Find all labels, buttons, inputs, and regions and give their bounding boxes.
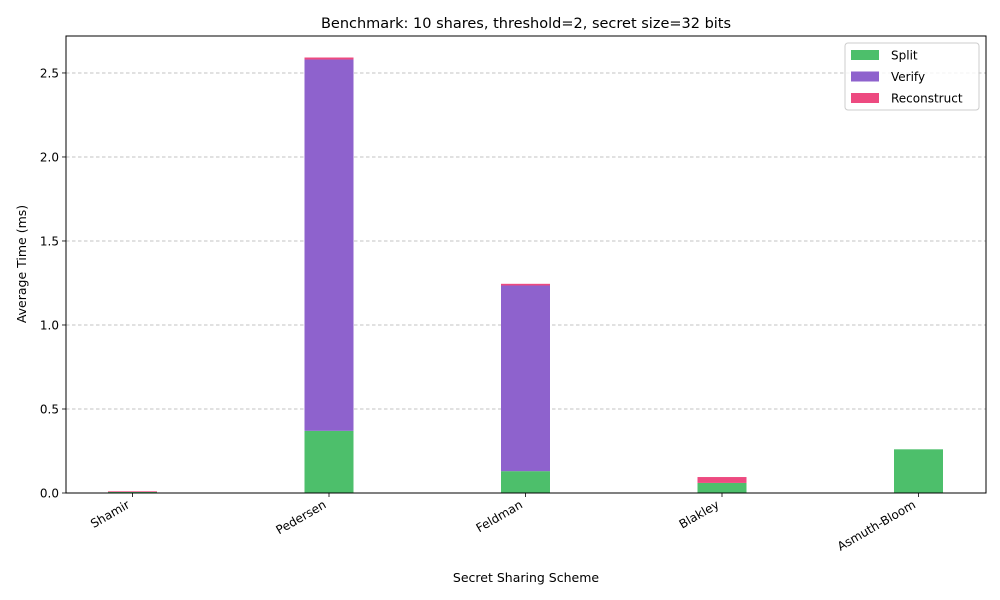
y-tick-label: 0.5	[40, 402, 59, 416]
bar-reconstruct-feldman	[501, 283, 550, 286]
x-tick-label: Pedersen	[274, 497, 329, 537]
bar-reconstruct-shamir	[108, 491, 157, 492]
plot-frame	[65, 35, 987, 494]
y-tick-label: 1.0	[40, 318, 59, 332]
chart-title: Benchmark: 10 shares, threshold=2, secre…	[321, 16, 731, 32]
bars	[108, 57, 943, 493]
legend-label: Reconstruct	[891, 92, 963, 106]
x-tick-label: Shamir	[88, 497, 132, 530]
bar-split-blakley	[697, 482, 747, 493]
bar-split-asmuth-bloom	[894, 449, 943, 493]
bar-verify-feldman	[501, 285, 550, 472]
y-tick-label: 2.0	[40, 150, 59, 164]
bar-split-pedersen	[304, 430, 354, 493]
bar-split-shamir	[108, 491, 157, 493]
bar-verify-pedersen	[304, 59, 354, 431]
y-tick-label: 1.5	[40, 234, 59, 248]
legend-swatch	[851, 50, 879, 60]
y-axis: 0.0 0.5 1.0 1.5 2.0 2.5	[40, 66, 66, 501]
legend-swatch	[851, 71, 879, 82]
legend-label: Split	[891, 49, 918, 63]
x-axis-label: Secret Sharing Scheme	[453, 570, 599, 585]
legend: Split Verify Reconstruct	[844, 42, 980, 111]
bar-split-feldman	[501, 471, 550, 493]
bar-reconstruct-pedersen	[304, 57, 354, 60]
y-tick-label: 2.5	[40, 66, 59, 80]
grid-lines	[66, 72, 986, 410]
x-axis: Shamir Pedersen Feldman Blakley Asmuth-Bloom	[88, 493, 919, 554]
bar-reconstruct-blakley	[697, 477, 747, 483]
y-tick-label: 0.0	[40, 487, 59, 501]
x-tick-label: Feldman	[474, 497, 525, 535]
legend-label: Verify	[891, 70, 925, 84]
legend-swatch	[851, 93, 879, 103]
y-axis-label: Average Time (ms)	[14, 205, 29, 323]
x-tick-label: Blakley	[677, 497, 722, 531]
x-tick-label: Asmuth-Bloom	[835, 497, 918, 553]
